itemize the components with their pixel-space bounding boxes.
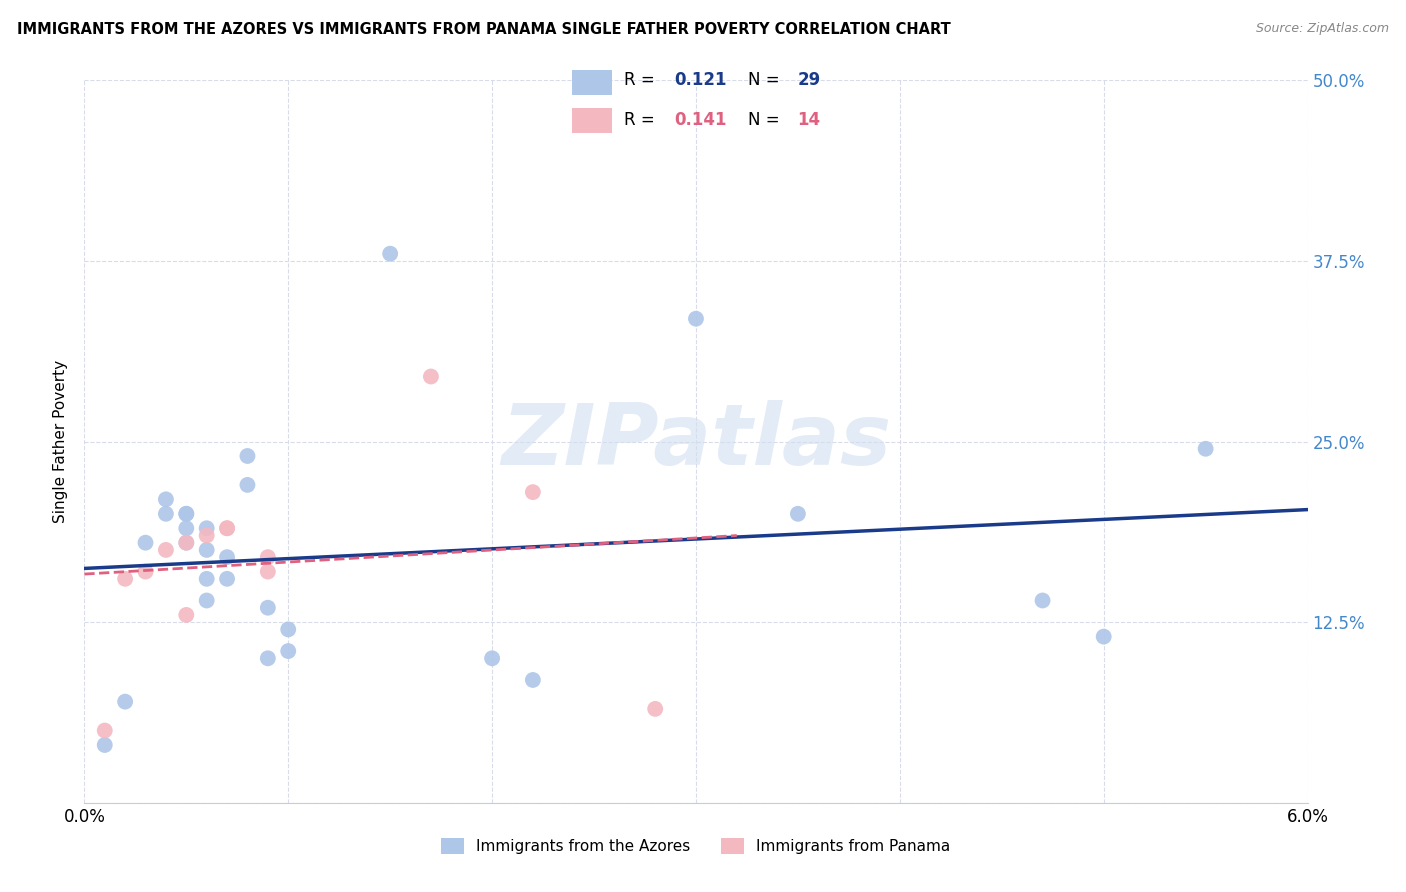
Point [155, 507, 177, 521]
Point [420, 369, 443, 384]
Point [217, 550, 239, 565]
Text: R =: R = [624, 71, 661, 89]
Point [114, 572, 136, 586]
Point [176, 521, 198, 535]
Point [277, 644, 299, 658]
Point [195, 521, 218, 535]
Point [93, 738, 117, 752]
Point [217, 521, 239, 535]
Y-axis label: Single Father Poverty: Single Father Poverty [53, 360, 69, 523]
Point [522, 485, 544, 500]
Point [685, 311, 707, 326]
Point [176, 507, 198, 521]
Point [1032, 593, 1054, 607]
Point [176, 607, 198, 622]
Text: ZIPatlas: ZIPatlas [501, 400, 891, 483]
Point [217, 521, 239, 535]
Point [277, 623, 299, 637]
Bar [572, 108, 612, 133]
Point [481, 651, 503, 665]
Point [257, 600, 280, 615]
Point [257, 565, 280, 579]
Text: N =: N = [748, 71, 785, 89]
Text: 29: 29 [797, 71, 821, 89]
Text: 0.121: 0.121 [673, 71, 727, 89]
Point [1195, 442, 1218, 456]
Point [93, 723, 117, 738]
Point [380, 246, 402, 260]
Legend: Immigrants from the Azores, Immigrants from Panama: Immigrants from the Azores, Immigrants f… [436, 832, 956, 860]
Point [1092, 630, 1115, 644]
Point [155, 492, 177, 507]
Point [522, 673, 544, 687]
Point [787, 507, 810, 521]
Point [176, 535, 198, 549]
Point [195, 542, 218, 557]
Text: 14: 14 [797, 112, 821, 129]
Point [135, 535, 157, 549]
Point [195, 593, 218, 607]
Point [114, 695, 136, 709]
Point [217, 572, 239, 586]
Point [644, 702, 666, 716]
Text: IMMIGRANTS FROM THE AZORES VS IMMIGRANTS FROM PANAMA SINGLE FATHER POVERTY CORRE: IMMIGRANTS FROM THE AZORES VS IMMIGRANTS… [17, 22, 950, 37]
Text: R =: R = [624, 112, 661, 129]
Bar [572, 70, 612, 95]
Point [176, 507, 198, 521]
Point [236, 449, 259, 463]
Point [176, 535, 198, 549]
Point [135, 565, 157, 579]
Point [195, 572, 218, 586]
Point [195, 528, 218, 542]
Point [155, 542, 177, 557]
Text: 0.141: 0.141 [673, 112, 727, 129]
Text: N =: N = [748, 112, 785, 129]
Text: Source: ZipAtlas.com: Source: ZipAtlas.com [1256, 22, 1389, 36]
Point [257, 550, 280, 565]
Point [236, 478, 259, 492]
Point [257, 651, 280, 665]
